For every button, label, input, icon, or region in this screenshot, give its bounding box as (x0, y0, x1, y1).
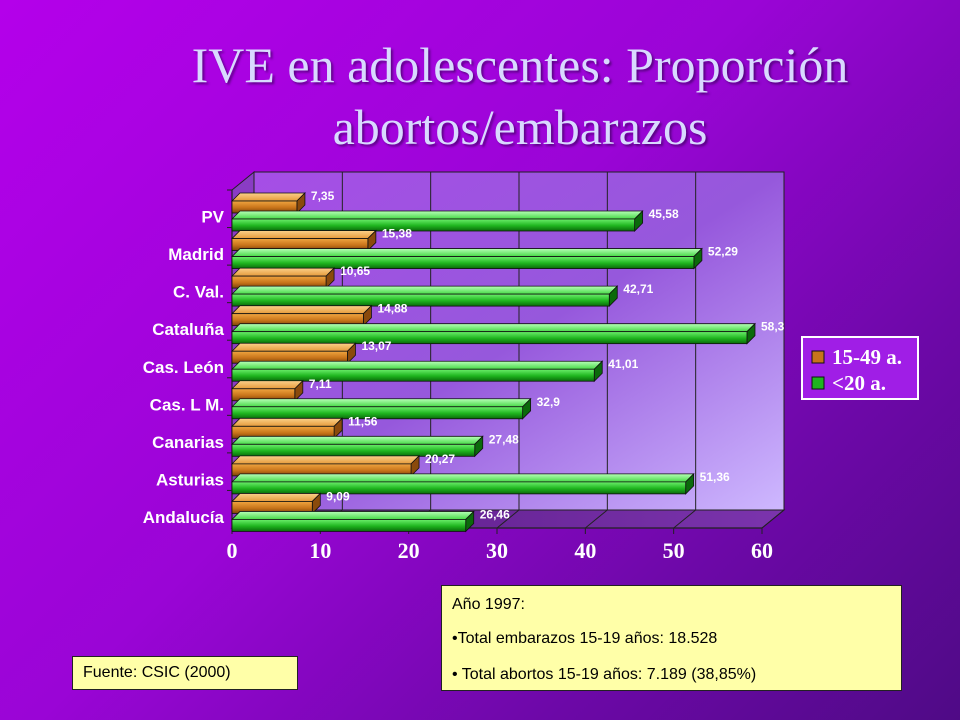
x-tick-label: 20 (398, 538, 420, 563)
bar-top (231, 455, 421, 465)
legend-swatch (811, 376, 825, 390)
data-label: 27,48 (489, 432, 519, 446)
info-box: Año 1997: •Total embarazos 15-19 años: 1… (441, 585, 902, 691)
data-label: 15,38 (382, 227, 412, 241)
source-note: Fuente: CSIC (2000) (72, 656, 298, 690)
bar (231, 293, 610, 307)
bar-top (231, 398, 532, 408)
bar-top (231, 417, 344, 427)
category-label: Cas. León (143, 358, 224, 377)
info-abortos: • Total abortos 15-19 años: 7.189 (38,85… (452, 666, 757, 683)
bar (231, 331, 748, 345)
chart-title: IVE en adolescentes: Proporción abortos/… (191, 37, 849, 155)
category-label: C. Val. (173, 283, 224, 302)
x-tick-label: 30 (486, 538, 508, 563)
category-label: Canarias (152, 433, 224, 452)
category-label: Cataluña (152, 320, 224, 339)
data-label: 32,9 (537, 395, 561, 409)
data-label: 13,07 (361, 339, 391, 353)
bar-top (231, 285, 619, 295)
bar-top (231, 360, 604, 370)
bar (231, 481, 687, 495)
data-label: 7,11 (309, 377, 332, 391)
info-embarazos: •Total embarazos 15-19 años: 18.528 (452, 630, 718, 647)
gridline-floor (585, 509, 608, 529)
data-label: 26,46 (480, 507, 510, 521)
bar-top (231, 493, 322, 502)
bar-top (231, 380, 304, 390)
bar (231, 256, 695, 269)
gridline-floor (673, 509, 696, 529)
bar-top (231, 473, 695, 483)
info-year: Año 1997: (452, 596, 525, 613)
x-tick-label: 60 (751, 538, 773, 563)
legend-label: 15-49 a. (832, 345, 902, 369)
data-label: 10,65 (340, 264, 370, 278)
gridline-floor (496, 509, 520, 529)
data-label: 7,35 (311, 189, 335, 203)
bar-top (231, 511, 475, 520)
category-label: Madrid (168, 245, 224, 264)
data-label: 45,58 (649, 207, 679, 221)
data-label: 14,88 (377, 302, 407, 316)
legend-swatch (811, 350, 825, 364)
bar (231, 368, 595, 382)
data-label: 42,71 (623, 282, 653, 296)
bar (231, 519, 467, 532)
bar (231, 406, 524, 420)
bar-top (231, 248, 703, 257)
gridline-floor (761, 509, 785, 529)
x-tick-label: 40 (574, 538, 596, 563)
bar-top (231, 435, 484, 445)
data-label: 52,29 (708, 245, 738, 259)
x-tick-label: 0 (227, 538, 238, 563)
category-label: Andalucía (143, 508, 225, 527)
bar-top (231, 305, 373, 315)
bar-top (231, 192, 306, 202)
data-label: 41,01 (608, 357, 638, 371)
legend: 15-49 a.<20 a. (801, 336, 919, 400)
data-label: 9,09 (326, 489, 350, 503)
bar-top (231, 342, 357, 352)
category-label: Asturias (156, 470, 224, 489)
data-label: 20,27 (425, 452, 455, 466)
bar-top (231, 210, 644, 220)
x-tick-label: 10 (309, 538, 331, 563)
data-label: 11,56 (348, 414, 378, 428)
data-label: 58,3 (761, 320, 785, 334)
bar-top (231, 323, 756, 333)
category-label: PV (201, 208, 224, 227)
data-label: 51,36 (700, 470, 730, 484)
bar (231, 218, 636, 232)
x-tick-label: 50 (663, 538, 685, 563)
bar-top (231, 230, 377, 239)
category-label: Cas. L M. (150, 395, 224, 414)
legend-label: <20 a. (832, 371, 886, 395)
plot-area: 0 10 20 30 40 50 60 PV 7,35 45,58 Madrid 15,38 52,29… (143, 170, 786, 563)
bar-top (231, 267, 336, 277)
